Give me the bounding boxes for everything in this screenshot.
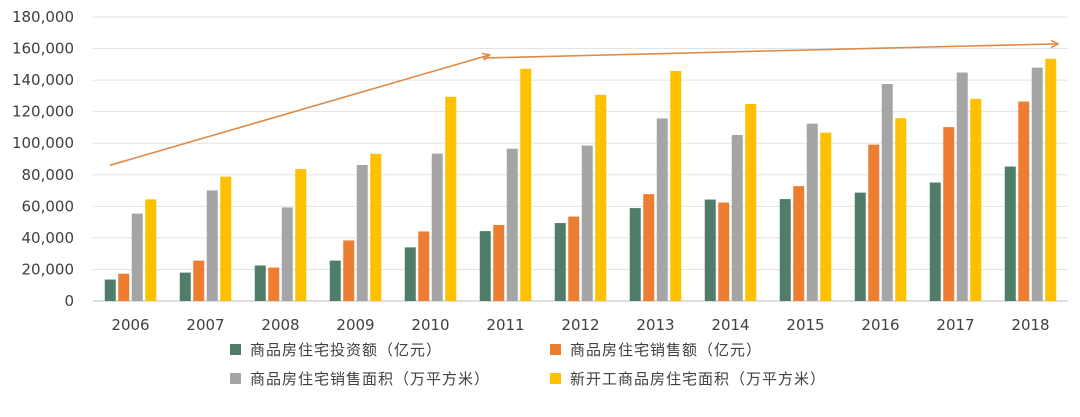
bar	[643, 194, 655, 301]
y-tick-label: 180,000	[12, 8, 74, 26]
bar	[356, 164, 368, 301]
bar	[1018, 101, 1030, 302]
y-axis: 0 20,000 40,000 60,000 80,000 100,000 120,000 1…	[12, 8, 74, 310]
x-tick-label: 2009	[336, 316, 374, 334]
legend-swatch	[550, 344, 561, 355]
trend-arrow	[109, 55, 490, 167]
y-tick-label: 60,000	[22, 197, 75, 215]
bar	[254, 265, 266, 301]
bar	[445, 96, 457, 301]
bar	[1004, 166, 1016, 301]
bar	[656, 118, 668, 301]
bar	[268, 267, 280, 301]
legend-label: 新开工商品房住宅面积（万平方米）	[570, 370, 826, 388]
bars	[104, 58, 1057, 302]
bar	[493, 224, 505, 301]
y-tick-label: 40,000	[22, 229, 75, 247]
bar	[970, 98, 982, 302]
bar	[895, 118, 907, 301]
bar	[520, 68, 532, 301]
bar	[868, 144, 880, 301]
bar	[943, 127, 955, 301]
bar	[404, 247, 416, 301]
x-tick-label: 2012	[561, 316, 599, 334]
bar	[1045, 58, 1057, 301]
bar	[431, 153, 443, 301]
bar	[745, 103, 757, 302]
gridlines	[93, 16, 1068, 302]
x-axis: 2006 2007 2008 2009 2010 2011 2012 2013 2014 2015…	[111, 316, 1049, 334]
bar	[1031, 67, 1043, 301]
bar	[220, 176, 232, 301]
bar	[731, 135, 743, 301]
bar	[704, 199, 716, 301]
bar	[506, 148, 518, 301]
bar	[854, 192, 866, 301]
x-tick-label: 2016	[861, 316, 899, 334]
bar	[820, 132, 832, 301]
bar	[595, 94, 607, 301]
y-tick-label: 160,000	[12, 40, 74, 58]
y-tick-label: 80,000	[22, 166, 75, 184]
x-tick-label: 2011	[486, 316, 524, 334]
x-tick-label: 2013	[636, 316, 674, 334]
x-tick-label: 2014	[711, 316, 749, 334]
y-tick-label: 140,000	[12, 71, 74, 89]
bar	[956, 72, 968, 301]
bar	[104, 279, 116, 301]
bar	[370, 153, 382, 301]
trend-arrow	[482, 44, 1059, 59]
x-tick-label: 2010	[411, 316, 449, 334]
y-tick-label: 120,000	[12, 103, 74, 121]
x-tick-label: 2017	[936, 316, 974, 334]
legend-label: 商品房住宅销售额（亿元）	[570, 341, 762, 359]
bar	[193, 260, 205, 301]
legend-swatch	[230, 373, 241, 384]
x-tick-label: 2006	[111, 316, 149, 334]
bar	[118, 273, 130, 301]
y-tick-label: 100,000	[12, 134, 74, 152]
bar	[329, 260, 341, 301]
bar	[581, 145, 593, 301]
bar	[670, 70, 682, 302]
bar	[179, 272, 191, 301]
y-tick-label: 20,000	[22, 260, 75, 278]
bar	[881, 84, 893, 301]
bar	[793, 186, 805, 301]
bar	[929, 182, 941, 301]
legend-label: 商品房住宅投资额（亿元）	[250, 341, 442, 359]
bar	[206, 190, 218, 301]
bar	[295, 169, 307, 301]
bar	[779, 199, 791, 301]
bar	[131, 213, 143, 301]
legend-label: 商品房住宅销售面积（万平方米）	[250, 370, 490, 388]
bar	[418, 231, 430, 301]
bar	[281, 207, 293, 301]
bar	[145, 199, 157, 301]
x-tick-label: 2018	[1011, 316, 1049, 334]
bar	[629, 208, 641, 301]
bar	[554, 223, 566, 301]
legend-swatch	[550, 373, 561, 384]
trend-arrows	[109, 44, 1059, 167]
bar	[568, 216, 580, 301]
legend: 商品房住宅投资额（亿元） 商品房住宅销售额（亿元） 商品房住宅销售面积（万平方米） 新…	[230, 341, 826, 388]
x-tick-label: 2007	[186, 316, 224, 334]
bar	[479, 231, 491, 301]
bar	[343, 240, 355, 301]
legend-swatch	[230, 344, 241, 355]
y-tick-label: 0	[64, 292, 74, 310]
x-tick-label: 2008	[261, 316, 299, 334]
bar	[806, 123, 818, 301]
bar	[718, 202, 730, 301]
x-tick-label: 2015	[786, 316, 824, 334]
